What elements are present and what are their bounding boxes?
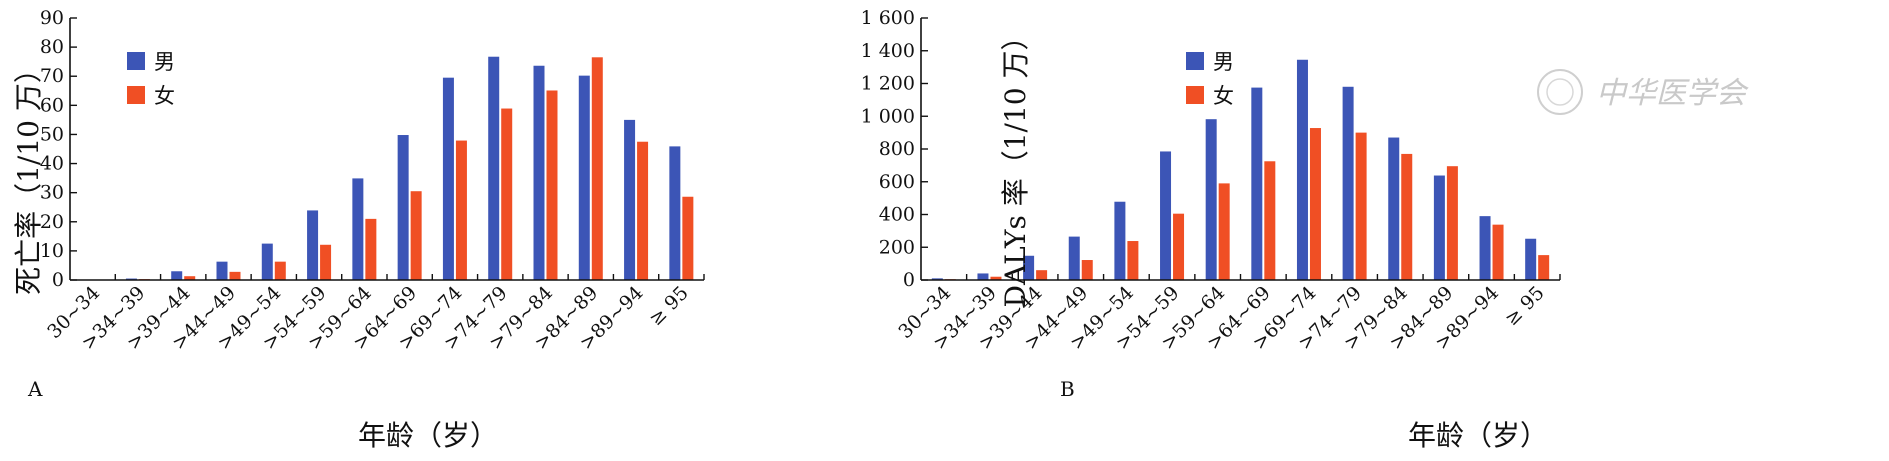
bar-female [682, 197, 693, 280]
bar-male [534, 66, 545, 280]
bar-female [592, 57, 603, 280]
legend-label-female: 女 [154, 84, 175, 108]
bar-male [1434, 176, 1445, 280]
bar-male [977, 273, 988, 280]
panel-a-tag: A [27, 377, 43, 401]
bar-male [488, 57, 499, 280]
bar-male [171, 271, 182, 280]
bar-male [579, 76, 590, 280]
bar-male [1114, 202, 1125, 280]
bar-male [1160, 151, 1171, 280]
legend-swatch-male [1186, 52, 1204, 70]
bar-female [1264, 161, 1275, 280]
bar-male [443, 78, 454, 280]
legend-label-male: 男 [154, 50, 175, 74]
bar-male [1343, 87, 1354, 280]
watermark-text: 中华医学会 [1596, 76, 1749, 111]
bar-female [1036, 270, 1047, 280]
y-tick-label: 800 [879, 138, 915, 160]
panel-b-y-axis: 0 200 400 600 800 1 000 1 200 1 400 1 600 [861, 7, 928, 291]
y-tick-label: 0 [903, 269, 915, 291]
y-tick-label: 80 [40, 36, 64, 58]
panel-b-x-axis: 30~34>34~39>39~44>44~49>49~54>54~59>59~6… [894, 274, 1560, 354]
legend-label-male: 男 [1213, 50, 1234, 74]
y-tick-label: 0 [52, 269, 64, 291]
bar-female [1173, 214, 1184, 280]
panel-b-y-title: DALYs 率（1/10 万） [999, 22, 1032, 307]
bar-male [1251, 88, 1262, 280]
bar-female [1127, 241, 1138, 280]
bar-female [1493, 225, 1504, 280]
panel-a-x-title: 年龄（岁） [358, 419, 498, 452]
bar-male [307, 210, 318, 280]
bar-male [1480, 216, 1491, 280]
y-tick-label: 600 [879, 171, 915, 193]
y-tick-label: 400 [879, 204, 915, 226]
bar-female [1310, 128, 1321, 280]
bar-male [217, 262, 228, 280]
bar-female [275, 262, 286, 280]
bar-male [624, 120, 635, 280]
bar-female [230, 272, 241, 280]
bar-female [1219, 183, 1230, 280]
bar-female [1447, 166, 1458, 280]
watermark: 中华医学会 [1538, 70, 1749, 114]
bar-female [637, 142, 648, 280]
legend-swatch-female [1186, 86, 1204, 104]
bar-female [1356, 133, 1367, 280]
y-tick-label: 200 [879, 236, 915, 258]
bar-female [320, 245, 331, 280]
bar-male [1297, 60, 1308, 280]
panel-b-chart: 0 200 400 600 800 1 000 1 200 1 400 1 600 30~34>… [861, 7, 1560, 452]
bar-female [1538, 255, 1549, 280]
bar-female [1082, 260, 1093, 280]
y-tick-label: 1 000 [861, 105, 915, 127]
bar-female [365, 219, 376, 280]
x-category-label: ≥ 95 [645, 282, 693, 330]
panel-a-y-title: 死亡率（1/10 万） [12, 55, 45, 295]
bar-male [1525, 239, 1536, 280]
panel-b-tag: B [1060, 377, 1075, 401]
bar-female [501, 109, 512, 280]
x-category-label: ≥ 95 [1501, 282, 1549, 330]
y-tick-label: 1 400 [861, 40, 915, 62]
bar-male [398, 135, 409, 280]
bar-male [1069, 237, 1080, 280]
bar-male [1206, 119, 1217, 280]
legend-swatch-female [127, 86, 145, 104]
y-tick-label: 90 [40, 7, 64, 29]
bar-female [1401, 154, 1412, 280]
y-tick-label: 1 200 [861, 73, 915, 95]
bar-male [262, 244, 273, 280]
y-tick-label: 1 600 [861, 7, 915, 29]
bar-female [411, 191, 422, 280]
panel-a-x-axis: 30~34>34~39>39~44>44~49>49~54>54~59>59~6… [43, 274, 704, 354]
legend-label-female: 女 [1213, 84, 1234, 108]
bar-male [352, 178, 363, 280]
legend-swatch-male [127, 52, 145, 70]
bar-male [1388, 138, 1399, 280]
panel-a-legend: 男 女 [127, 50, 175, 108]
bar-male [669, 146, 680, 280]
panel-b-legend: 男 女 [1186, 50, 1234, 108]
bar-female [456, 141, 467, 280]
panel-b-x-title: 年龄（岁） [1408, 419, 1548, 452]
bar-female [547, 90, 558, 280]
watermark-seal-icon [1538, 70, 1582, 114]
